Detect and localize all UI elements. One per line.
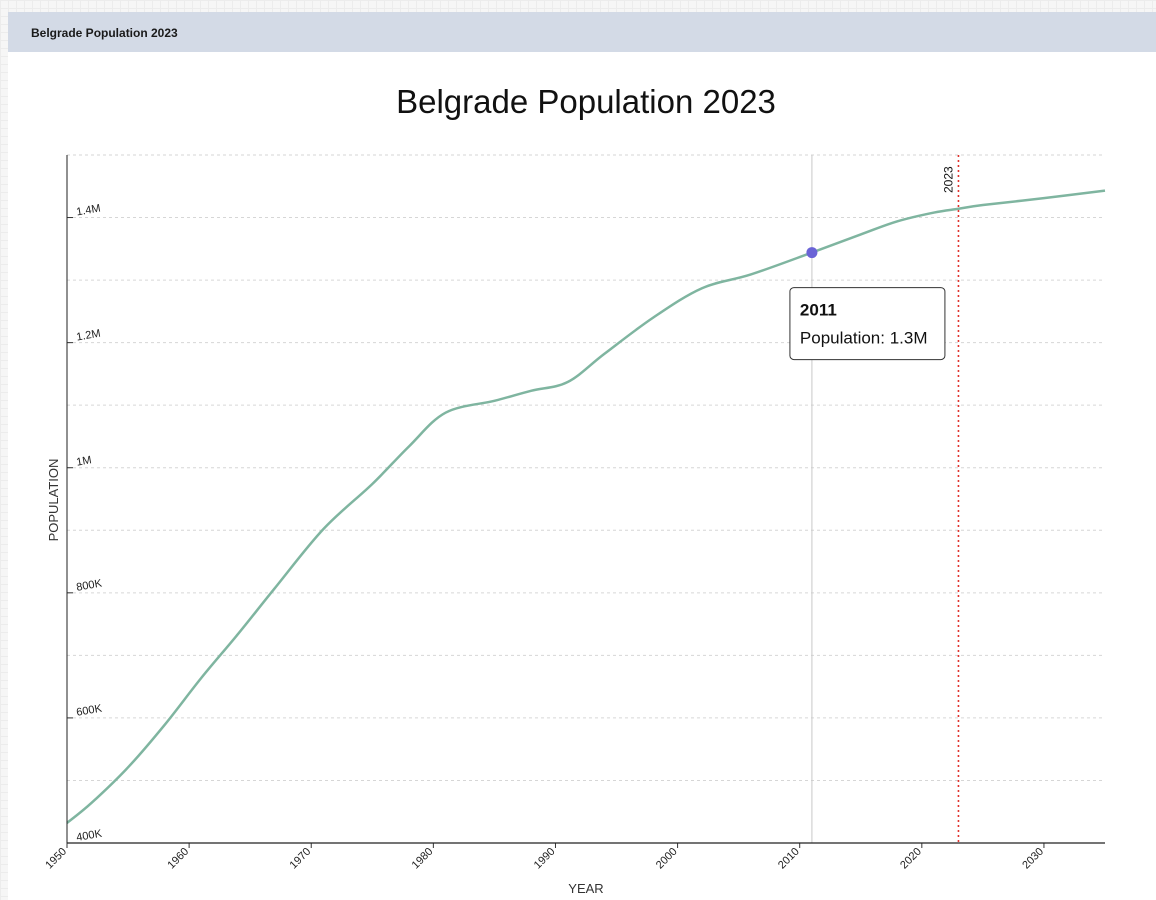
x-tick-label: 1950 (43, 846, 69, 872)
x-tick-label: 2010 (776, 846, 802, 872)
y-axis-title: POPULATION (46, 459, 61, 542)
grid-lines (67, 154, 1105, 781)
population-line (66, 189, 1106, 824)
x-tick-label: 2020 (898, 846, 924, 872)
hover-point[interactable] (806, 247, 818, 259)
x-tick-label: 1970 (288, 846, 314, 872)
x-axis-title: YEAR (568, 881, 603, 896)
y-tick-label: 400K (75, 828, 103, 844)
x-tick-label: 1960 (165, 846, 191, 872)
y-tick-label: 1M (75, 454, 92, 468)
tooltip: 2011 Population: 1.3M (789, 287, 946, 361)
y-tick-label: 1.4M (75, 202, 101, 218)
tooltip-value: Population: 1.3M (800, 329, 928, 348)
x-tick-label: 1990 (532, 846, 558, 872)
tooltip-box (789, 287, 946, 361)
header-title: Belgrade Population 2023 (31, 26, 178, 40)
x-tick-label: 1980 (410, 846, 436, 872)
y-tick-label: 1.2M (75, 328, 101, 344)
reference-line-label: 2023 (941, 166, 955, 193)
x-tick-label: 2030 (1020, 846, 1046, 872)
chart-title: Belgrade Population 2023 (396, 83, 776, 120)
tooltip-title: 2011 (800, 301, 837, 320)
x-tick-label: 2000 (654, 846, 680, 872)
reference-line-group: 2023 (941, 155, 960, 843)
header-bar: Belgrade Population 2023 (8, 12, 1156, 52)
y-tick-label: 600K (75, 702, 103, 718)
axes: 400K 600K 800K 1M 1.2M 1.4M 1950 1960 1970 1980 19… (43, 155, 1105, 871)
y-tick-label: 800K (75, 577, 103, 593)
series-group (66, 189, 1106, 824)
chart-panel: Belgrade Population 2023 (8, 12, 1156, 900)
